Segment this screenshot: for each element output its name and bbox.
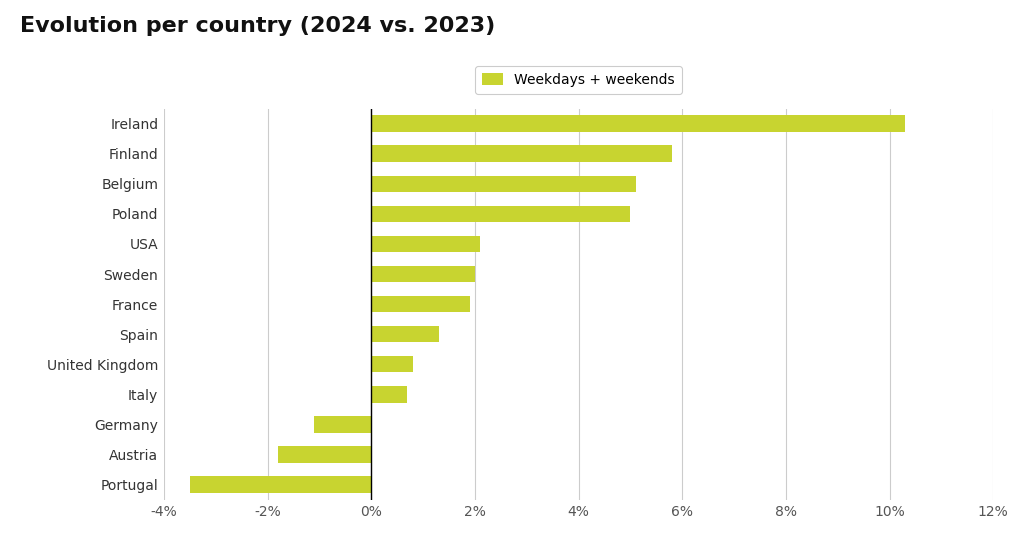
Text: Evolution per country (2024 vs. 2023): Evolution per country (2024 vs. 2023) (20, 16, 496, 36)
Bar (314, 416, 372, 433)
Bar (278, 446, 372, 463)
Bar (372, 296, 470, 312)
Legend: Weekdays + weekends: Weekdays + weekends (475, 66, 682, 94)
Bar (189, 476, 372, 493)
Bar (372, 386, 408, 402)
Bar (372, 146, 672, 162)
Bar (372, 175, 636, 192)
Bar (372, 356, 413, 372)
Bar (372, 236, 480, 252)
Bar (372, 326, 438, 343)
Bar (372, 115, 905, 132)
Bar (372, 266, 475, 282)
Bar (372, 206, 631, 222)
